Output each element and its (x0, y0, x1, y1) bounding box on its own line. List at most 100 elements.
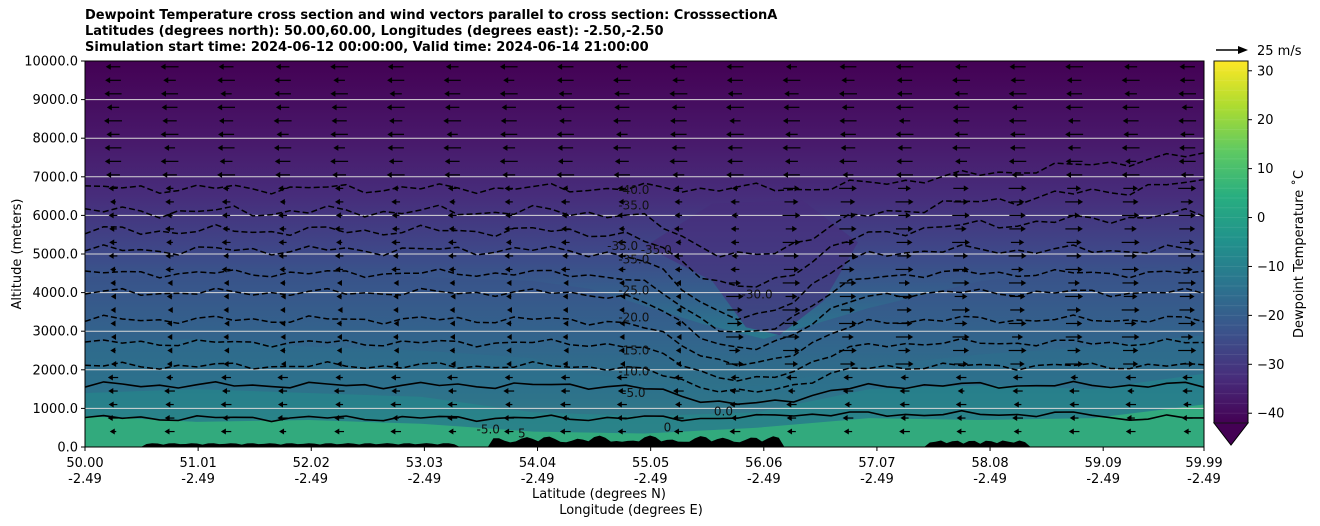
wind-vector-head (851, 225, 857, 232)
wind-vector-head (1069, 415, 1075, 422)
wind-vector-head (787, 388, 793, 395)
wind-vector-head (166, 212, 172, 219)
wind-vector-head (217, 144, 223, 151)
wind-vector-head (1010, 77, 1016, 84)
wind-vector-head (1078, 361, 1084, 368)
wind-vector-head (162, 117, 168, 124)
wind-vector-head (1021, 252, 1027, 259)
wind-vector-head (1131, 225, 1137, 232)
wind-vector-head (222, 225, 228, 232)
wind-vector-head (110, 293, 116, 300)
wind-vector-head (1189, 239, 1195, 246)
wind-vector-head (111, 361, 117, 368)
wind-vector-head (727, 158, 733, 165)
wind-vector-head (1122, 117, 1128, 124)
contour-label: -20.0 (618, 311, 649, 325)
wind-vector-head (1124, 90, 1130, 97)
wind-vector-head (1134, 239, 1140, 246)
wind-vector-head (506, 361, 512, 368)
wind-vector-head (786, 415, 792, 422)
y-tick-label: 6000.0 (33, 209, 79, 224)
wind-vector-head (619, 320, 625, 327)
wind-vector-head (1131, 320, 1137, 327)
wind-vector-head (672, 77, 678, 84)
wind-vector-head (619, 347, 625, 354)
wind-vector-head (617, 388, 623, 395)
wind-vector-head (108, 212, 114, 219)
wind-vector-head (895, 131, 901, 138)
wind-vector-head (1190, 212, 1196, 219)
wind-vector-head (963, 361, 969, 368)
wind-vector-head (279, 428, 285, 435)
wind-vector-head (731, 415, 737, 422)
wind-vector-head (333, 144, 339, 151)
colorbar-tick-label: 10 (1257, 162, 1274, 177)
wind-vector-head (1019, 239, 1025, 246)
wind-vector-head (104, 158, 110, 165)
wind-vector-head (279, 198, 285, 205)
wind-vector-head (279, 266, 285, 273)
wind-vector-head (221, 198, 227, 205)
y-tick-label: 9000.0 (33, 93, 79, 108)
wind-vector-head (675, 361, 681, 368)
wind-vector-head (164, 144, 170, 151)
wind-vector-head (840, 131, 846, 138)
wind-vector-head (448, 239, 454, 246)
wind-vector-head (674, 212, 680, 219)
wind-vector-head (556, 171, 562, 178)
wind-vector-head (675, 347, 681, 354)
wind-vector-head (964, 239, 970, 246)
wind-vector-head (956, 428, 962, 435)
wind-vector-head (562, 293, 568, 300)
wind-vector-head (964, 212, 970, 219)
wind-vector-head (279, 279, 285, 286)
wind-vector-head (109, 225, 115, 232)
wind-vector-head (500, 131, 506, 138)
wind-vector-head (908, 198, 914, 205)
y-tick-label: 8000.0 (33, 132, 79, 147)
wind-vector-head (899, 388, 905, 395)
wind-vector-head (1065, 63, 1071, 70)
wind-vector-head (502, 171, 508, 178)
wind-vector-head (332, 171, 338, 178)
wind-vector-head (448, 428, 454, 435)
wind-vector-head (560, 266, 566, 273)
wind-vectors (104, 63, 1197, 435)
x-axis-label-longitude: Longitude (degrees E) (559, 503, 703, 518)
wind-vector-head (908, 293, 914, 300)
contour-label: 0 (664, 421, 672, 435)
y-tick-label: 1000.0 (33, 402, 79, 417)
wind-vector-head (557, 63, 563, 70)
wind-vector-head (1008, 158, 1014, 165)
wind-vector-head (731, 252, 737, 259)
x-axis-label-latitude: Latitude (degrees N) (532, 487, 666, 502)
wind-vector-head (1181, 415, 1187, 422)
wind-vector-head (738, 293, 744, 300)
wind-vector-head (1188, 333, 1194, 340)
wind-vector-head (561, 239, 567, 246)
wind-vector-head (897, 144, 903, 151)
wind-vector-head (386, 104, 392, 111)
wind-vector-head (387, 144, 393, 151)
wind-vector-head (221, 239, 227, 246)
wind-vector-head (616, 401, 622, 408)
wind-vector-head (726, 77, 732, 84)
contour-minus-20 (85, 314, 1204, 367)
wind-vector-head (393, 306, 399, 313)
wind-vector-head (851, 185, 857, 192)
wind-vector-head (278, 401, 284, 408)
wind-vector-head (1013, 401, 1019, 408)
wind-vector-head (612, 144, 618, 151)
wind-vector-head (1068, 388, 1074, 395)
y-tick-label: 0.0 (57, 441, 78, 456)
wind-vector-head (614, 90, 620, 97)
wind-vector-head (849, 239, 855, 246)
wind-vector-head (273, 144, 279, 151)
wind-vector-head (1134, 306, 1140, 313)
wind-vector-head (1122, 104, 1128, 111)
wind-vector-head (392, 415, 398, 422)
wind-vector-head (729, 428, 735, 435)
wind-vector-head (335, 374, 341, 381)
wind-vector-head (964, 333, 970, 340)
wind-vector-head (675, 320, 681, 327)
